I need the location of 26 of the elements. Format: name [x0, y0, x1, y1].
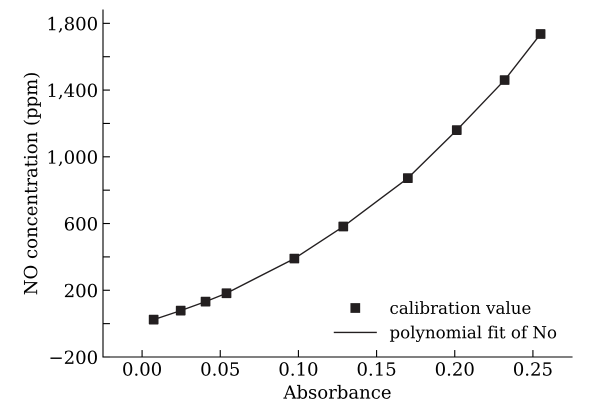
point — [289, 254, 300, 264]
x-tick-label: 0.25 — [514, 362, 552, 376]
y-tick-label: 200 — [64, 284, 97, 298]
y-tick-label: 1,800 — [48, 16, 97, 33]
point — [402, 173, 413, 184]
x-tick-label: 0.10 — [280, 362, 318, 376]
y-tick-label: 1,400 — [48, 84, 97, 100]
legend-label: polynomial fit of No — [390, 326, 556, 342]
y-tick-label: 600 — [64, 217, 97, 231]
x-tick-label: 0.20 — [436, 362, 474, 376]
point — [500, 75, 510, 85]
legend-label: calibration value — [390, 301, 531, 314]
y-axis-title: NO concentration (ppm) — [23, 73, 41, 294]
y-tick-label: 1,000 — [48, 150, 97, 166]
point — [148, 314, 159, 324]
y-tick-label: −200 — [50, 350, 97, 364]
x-tick-label: 0.05 — [201, 362, 239, 376]
x-axis-title: Absorbance — [283, 384, 391, 399]
x-tick-label: 0.15 — [358, 362, 396, 376]
point — [338, 222, 348, 232]
point — [536, 29, 546, 39]
point — [222, 288, 232, 298]
x-tick-label: 0.00 — [123, 362, 161, 376]
point — [176, 306, 186, 316]
point — [452, 125, 462, 135]
point — [200, 296, 210, 306]
